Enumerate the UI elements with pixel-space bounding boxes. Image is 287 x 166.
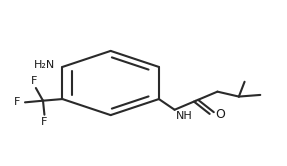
Text: F: F [14, 97, 20, 107]
Text: F: F [31, 76, 38, 86]
Text: NH: NH [176, 111, 193, 121]
Text: H₂N: H₂N [34, 60, 55, 70]
Text: O: O [215, 108, 225, 121]
Text: F: F [41, 117, 48, 127]
